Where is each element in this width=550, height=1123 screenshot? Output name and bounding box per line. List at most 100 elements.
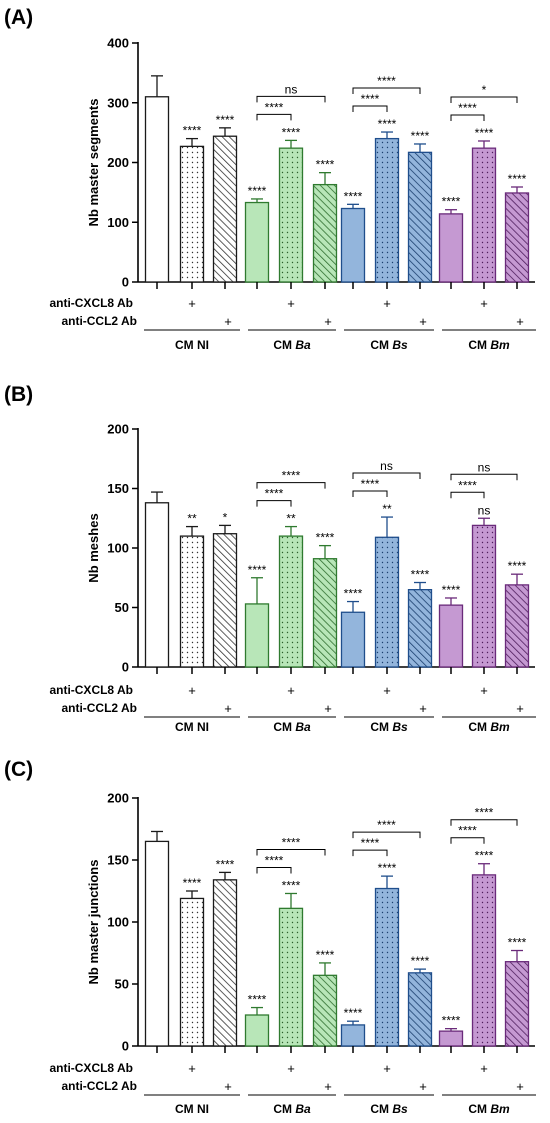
plus-anti-cxcl8: + bbox=[480, 296, 488, 311]
inner-bracket bbox=[256, 500, 292, 507]
outer-bracket-label: **** bbox=[377, 74, 396, 88]
significance-label: ns bbox=[478, 503, 491, 517]
significance-label: **** bbox=[508, 936, 527, 950]
inner-bracket bbox=[256, 866, 292, 874]
outer-bracket bbox=[352, 831, 421, 839]
outer-bracket-label: * bbox=[482, 83, 487, 97]
significance-label: **** bbox=[183, 876, 202, 890]
bar bbox=[374, 887, 400, 1047]
outer-bracket bbox=[450, 473, 518, 481]
significance-label: **** bbox=[442, 583, 461, 597]
significance-label: **** bbox=[378, 861, 397, 875]
row-label-anti-ccl2: anti-CCL2 Ab bbox=[61, 701, 137, 715]
significance-label: **** bbox=[248, 993, 267, 1007]
panel-label: (C) bbox=[4, 758, 33, 781]
bar bbox=[179, 897, 205, 1047]
inner-bracket-label: **** bbox=[458, 478, 477, 492]
outer-bracket-label: **** bbox=[282, 469, 301, 483]
significance-label: **** bbox=[282, 125, 301, 139]
bar bbox=[438, 1030, 464, 1047]
significance-label: **** bbox=[248, 184, 267, 198]
y-axis-label: Nb meshes bbox=[86, 513, 101, 582]
inner-bracket-label: **** bbox=[361, 836, 380, 850]
bar bbox=[471, 147, 497, 283]
inner-bracket-label: **** bbox=[361, 92, 380, 106]
plus-anti-cxcl8: + bbox=[188, 683, 196, 698]
inner-bracket bbox=[352, 849, 388, 857]
significance-label: **** bbox=[248, 563, 267, 577]
outer-bracket-label: ns bbox=[478, 460, 491, 474]
plus-anti-cxcl8: + bbox=[383, 296, 391, 311]
bar bbox=[471, 874, 497, 1047]
inner-bracket-label: **** bbox=[265, 853, 284, 867]
outer-bracket bbox=[450, 96, 518, 103]
bar bbox=[374, 137, 400, 283]
group-label: CM Bm bbox=[468, 1102, 510, 1116]
group-label: CM NI bbox=[175, 1102, 209, 1116]
y-tick-label: 200 bbox=[107, 791, 129, 806]
bar bbox=[438, 213, 464, 283]
y-tick-label: 100 bbox=[107, 215, 129, 230]
bar bbox=[212, 135, 238, 283]
significance-label: **** bbox=[344, 1006, 363, 1020]
row-label-anti-cxcl8: anti-CXCL8 Ab bbox=[49, 683, 133, 697]
bar bbox=[340, 207, 366, 283]
outer-bracket-label: ns bbox=[285, 82, 298, 96]
significance-label: * bbox=[223, 510, 228, 524]
y-tick-label: 0 bbox=[122, 660, 129, 675]
outer-bracket bbox=[450, 819, 518, 826]
row-label-anti-ccl2: anti-CCL2 Ab bbox=[61, 1079, 137, 1093]
bar bbox=[312, 183, 338, 283]
significance-label: **** bbox=[316, 158, 335, 172]
significance-label: **** bbox=[411, 954, 430, 968]
bar bbox=[244, 201, 270, 283]
bar bbox=[374, 536, 400, 668]
outer-bracket bbox=[352, 472, 421, 480]
significance-label: **** bbox=[475, 849, 494, 863]
plus-anti-ccl2: + bbox=[516, 314, 524, 329]
bar bbox=[278, 535, 304, 668]
bar bbox=[471, 524, 497, 668]
inner-bracket bbox=[256, 113, 292, 121]
y-tick-label: 100 bbox=[107, 541, 129, 556]
bar bbox=[212, 533, 238, 668]
y-tick-label: 200 bbox=[107, 422, 129, 437]
bar bbox=[144, 96, 170, 283]
row-label-anti-cxcl8: anti-CXCL8 Ab bbox=[49, 296, 133, 310]
bar bbox=[504, 961, 530, 1047]
bar bbox=[144, 840, 170, 1047]
significance-label: **** bbox=[344, 189, 363, 203]
outer-bracket bbox=[256, 482, 326, 489]
bar bbox=[340, 611, 366, 668]
bar bbox=[144, 502, 170, 668]
plus-anti-cxcl8: + bbox=[383, 683, 391, 698]
plus-anti-cxcl8: + bbox=[287, 1061, 295, 1076]
significance-label: ** bbox=[286, 512, 296, 526]
plus-anti-cxcl8: + bbox=[188, 1061, 196, 1076]
bar bbox=[212, 879, 238, 1047]
y-tick-label: 300 bbox=[107, 95, 129, 110]
y-tick-label: 400 bbox=[107, 36, 129, 51]
plus-anti-cxcl8: + bbox=[480, 683, 488, 698]
bar bbox=[312, 558, 338, 668]
plus-anti-ccl2: + bbox=[224, 314, 232, 329]
outer-bracket-label: **** bbox=[282, 835, 301, 849]
y-tick-label: 50 bbox=[115, 977, 129, 992]
significance-label: **** bbox=[344, 587, 363, 601]
outer-bracket bbox=[352, 87, 421, 95]
plus-anti-cxcl8: + bbox=[287, 296, 295, 311]
group-label: CM Ba bbox=[273, 1102, 311, 1116]
bar bbox=[244, 1014, 270, 1047]
row-label-anti-cxcl8: anti-CXCL8 Ab bbox=[49, 1061, 133, 1075]
bar bbox=[504, 192, 530, 283]
panel-c: (C) 0 50 100 150 200 Nb master junctions **** **… bbox=[4, 758, 536, 1116]
group-label: CM Bm bbox=[468, 720, 510, 734]
significance-label: ** bbox=[382, 502, 392, 516]
outer-bracket bbox=[256, 848, 326, 856]
y-tick-label: 150 bbox=[107, 481, 129, 496]
y-axis-label: Nb master segments bbox=[86, 99, 101, 227]
significance-label: **** bbox=[508, 172, 527, 186]
outer-bracket-label: ns bbox=[380, 459, 393, 473]
outer-bracket bbox=[256, 95, 326, 103]
significance-label: **** bbox=[282, 878, 301, 892]
